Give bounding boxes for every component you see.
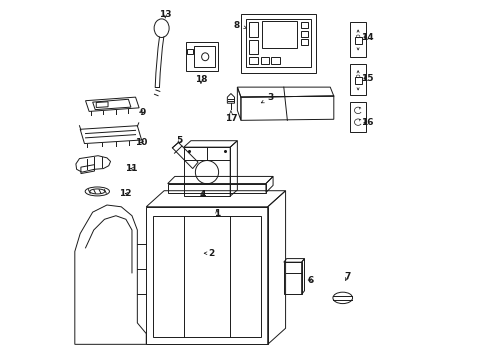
Text: 14: 14 (361, 33, 373, 42)
Text: 18: 18 (194, 75, 207, 84)
Text: 10: 10 (135, 138, 147, 147)
Text: 13: 13 (159, 10, 171, 19)
Text: 17: 17 (224, 111, 237, 123)
Text: 7: 7 (344, 272, 350, 281)
Text: 3: 3 (261, 93, 273, 103)
Text: 1: 1 (214, 210, 220, 219)
Text: 12: 12 (119, 189, 132, 198)
Text: 5: 5 (176, 136, 183, 145)
Text: 15: 15 (361, 74, 373, 83)
Text: 16: 16 (361, 118, 373, 127)
Text: 8: 8 (233, 21, 246, 30)
Text: 6: 6 (307, 275, 313, 284)
Text: 11: 11 (124, 164, 137, 173)
Text: 4: 4 (200, 190, 206, 199)
Text: 2: 2 (204, 249, 214, 258)
Text: 9: 9 (140, 108, 146, 117)
